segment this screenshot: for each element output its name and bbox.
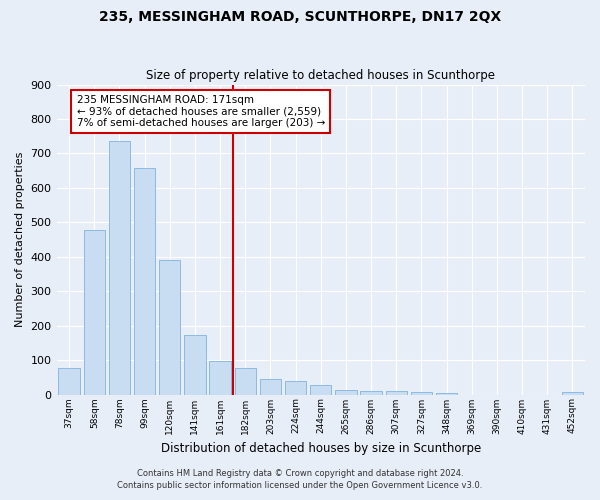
Y-axis label: Number of detached properties: Number of detached properties (15, 152, 25, 327)
Text: 235, MESSINGHAM ROAD, SCUNTHORPE, DN17 2QX: 235, MESSINGHAM ROAD, SCUNTHORPE, DN17 2… (99, 10, 501, 24)
Bar (184, 336, 206, 394)
Bar (285, 382, 307, 394)
Bar (260, 379, 281, 394)
Bar (436, 393, 457, 394)
Text: 235 MESSINGHAM ROAD: 171sqm
← 93% of detached houses are smaller (2,559)
7% of s: 235 MESSINGHAM ROAD: 171sqm ← 93% of det… (77, 95, 325, 128)
Bar (83, 230, 105, 394)
Text: Contains HM Land Registry data © Crown copyright and database right 2024.
Contai: Contains HM Land Registry data © Crown c… (118, 468, 482, 490)
Bar (109, 142, 130, 394)
Title: Size of property relative to detached houses in Scunthorpe: Size of property relative to detached ho… (146, 69, 495, 82)
Bar (335, 390, 356, 394)
Bar (562, 392, 583, 394)
Bar (134, 168, 155, 394)
Bar (310, 385, 331, 394)
Bar (209, 361, 231, 394)
Bar (411, 392, 432, 394)
Bar (159, 260, 181, 394)
X-axis label: Distribution of detached houses by size in Scunthorpe: Distribution of detached houses by size … (161, 442, 481, 455)
Bar (58, 368, 80, 394)
Bar (386, 391, 407, 394)
Bar (235, 368, 256, 394)
Bar (361, 391, 382, 394)
